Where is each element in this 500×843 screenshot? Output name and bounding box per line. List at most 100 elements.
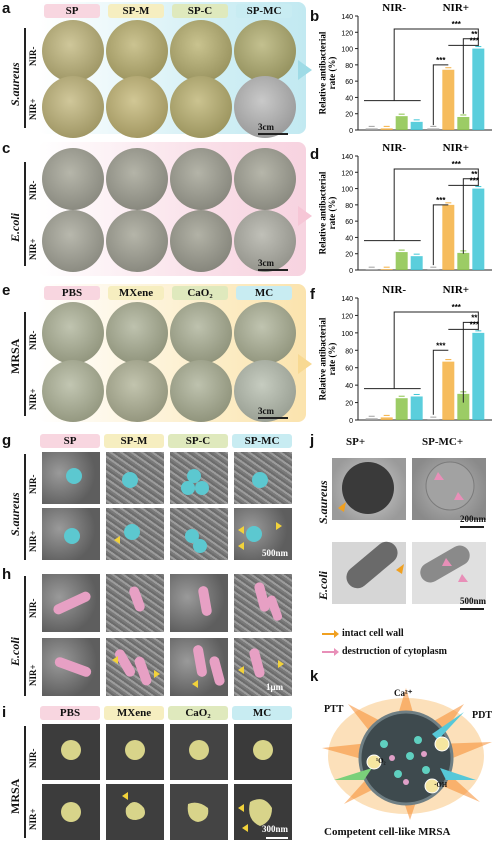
bacteria-overlay	[53, 582, 284, 688]
bar	[457, 393, 470, 420]
significance-label: ***	[436, 341, 446, 350]
panel-label-k: k	[310, 668, 319, 685]
plate	[170, 210, 232, 272]
bar	[395, 398, 408, 420]
y-tick-label: 0	[349, 268, 353, 275]
label-hydroxyl: ·OH	[434, 781, 448, 789]
bar	[380, 128, 393, 130]
bacteria-overlay	[61, 740, 273, 832]
y-tick-label: 80	[345, 203, 353, 210]
column-label: SP+	[346, 436, 366, 448]
group-label: NIR-	[382, 142, 406, 154]
y-tick-label: 120	[341, 170, 353, 177]
y-axis-label: Relative antibacterialrate (%)	[318, 317, 337, 400]
group-label-sp: SP	[44, 4, 100, 18]
plate	[234, 210, 296, 272]
row-label-nir-minus: NIR-	[28, 330, 38, 351]
significance-bracket	[432, 349, 449, 415]
label-ca: Ca²⁺	[394, 688, 413, 698]
sem-image	[234, 508, 292, 560]
panel-j: SP+ SP-MC+ S.aureus E.coli 200nm 500nm i…	[310, 432, 500, 666]
group-label: NIR+	[443, 2, 469, 14]
panel-k: PTT Ca²⁺ PDT ¹O₂ ·OH Competent cell-like…	[310, 668, 500, 843]
scale-bar	[460, 526, 484, 528]
bar	[410, 256, 423, 270]
organism-label: S.aureus	[8, 492, 22, 536]
mrsa-illustration	[322, 688, 492, 820]
plate	[42, 210, 104, 272]
panel-label-d: d	[310, 146, 320, 163]
organism-label: E.coli	[316, 571, 330, 600]
group-label-cao2: CaO₂	[172, 286, 228, 300]
significance-label: ***	[452, 303, 462, 312]
significance-label: ***	[436, 56, 446, 65]
scale-bar-label: 3cm	[258, 122, 274, 132]
bar	[365, 269, 378, 270]
organism-label: E.coli	[8, 213, 22, 242]
plate	[234, 148, 296, 210]
scale-bar-label: 1μm	[266, 682, 284, 692]
y-tick-label: 20	[345, 112, 353, 119]
bar	[442, 361, 455, 420]
plate	[170, 360, 232, 422]
y-tick-label: 80	[345, 348, 353, 355]
group-label-sp: SP	[40, 434, 100, 448]
panel-label-h: h	[2, 566, 12, 583]
panel-k-caption: Competent cell-like MRSA	[324, 826, 451, 838]
significance-label: **	[471, 170, 478, 179]
bar	[410, 396, 423, 420]
significance-bracket	[462, 178, 479, 254]
bar	[472, 188, 485, 270]
significance-label: ***	[452, 20, 462, 29]
y-tick-label: 140	[341, 154, 353, 161]
column-label: SP-MC+	[422, 436, 464, 448]
group-label-sp-m: SP-M	[108, 4, 164, 18]
significance-bracket	[393, 311, 479, 389]
group-label-sp-c: SP-C	[168, 434, 228, 448]
group-label-sp-m: SP-M	[104, 434, 164, 448]
y-tick-label: 20	[345, 401, 353, 408]
chart-panel-d: Relative antibacterialrate (%) 0 20 40 60 80 1…	[318, 142, 492, 275]
y-tick-label: 140	[341, 296, 353, 303]
group-label: NIR-	[382, 2, 406, 14]
scale-bar	[258, 133, 288, 135]
significance-bracket	[432, 64, 449, 126]
plate	[42, 302, 104, 364]
panel-c: E.coli NIR- NIR+ 3cm	[0, 142, 306, 282]
y-tick-label: 100	[341, 47, 353, 54]
y-tick-label: 120	[341, 30, 353, 37]
row-label-nir-minus: NIR-	[28, 180, 38, 201]
significance-label: ***	[470, 176, 480, 185]
group-label-sp-c: SP-C	[172, 4, 228, 18]
significance-label: ***	[470, 320, 480, 329]
y-tick-label: 40	[345, 383, 353, 390]
plate	[42, 148, 104, 210]
panel-label-j: j	[310, 432, 315, 449]
group-label-mxene: MXene	[104, 706, 164, 720]
group-label-cao2: CaO₂	[168, 706, 228, 720]
significance-bracket	[462, 38, 479, 114]
panel-i: PBS MXene CaO₂ MC MRSA NIR- NIR+ 300nm	[0, 704, 310, 843]
panel-a: SP SP-M SP-C SP-MC S.aureus NIR- NIR+ 3c…	[0, 0, 306, 140]
label-pdt: PDT	[472, 710, 492, 721]
row-label-nir-minus: NIR-	[28, 748, 38, 769]
group-label-mxene: MXene	[108, 286, 164, 300]
bar	[410, 121, 423, 130]
sem-image	[106, 638, 164, 696]
row-label-nir-plus: NIR+	[28, 530, 38, 552]
bar	[395, 116, 408, 130]
y-tick-label: 140	[341, 14, 353, 21]
label-singlet-oxygen: ¹O₂	[376, 757, 386, 765]
sem-image	[170, 574, 228, 632]
significance-label: **	[471, 30, 478, 39]
tem-overlay	[338, 461, 475, 589]
y-tick-label: 40	[345, 235, 353, 242]
organism-label: S.aureus	[316, 480, 330, 524]
significance-label: ***	[452, 160, 462, 169]
scale-bar-label: 500nm	[460, 596, 487, 606]
plate	[234, 20, 296, 82]
pointer-arrows	[298, 60, 312, 374]
legend-intact-cell-wall: intact cell wall	[342, 628, 404, 639]
row-label-nir-plus: NIR+	[28, 388, 38, 410]
panel-label-f: f	[310, 286, 315, 303]
